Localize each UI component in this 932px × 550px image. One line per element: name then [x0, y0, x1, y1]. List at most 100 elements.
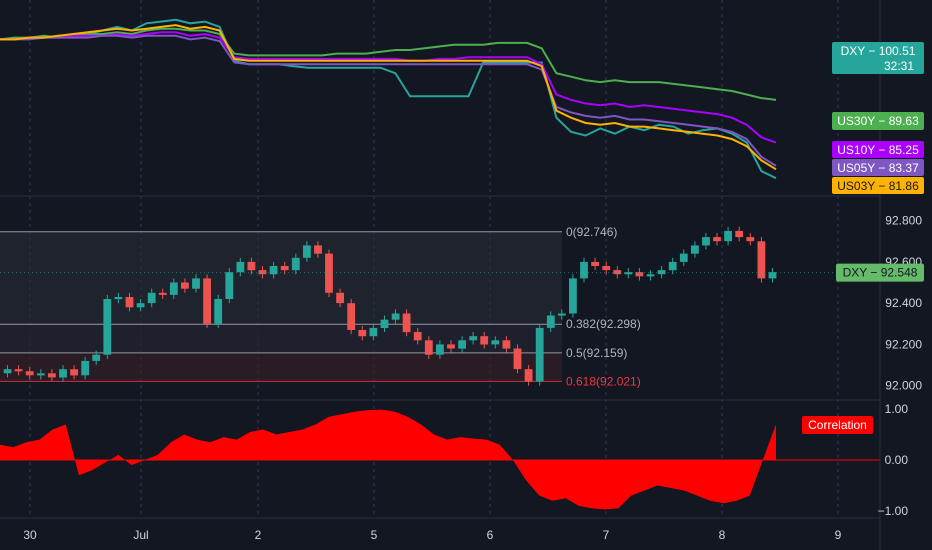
candle-body [336, 292, 344, 304]
x-tick-label: 7 [603, 528, 610, 542]
bottom-panel-correlation [0, 409, 880, 510]
candle-body [214, 299, 223, 324]
x-tick-label: 6 [487, 528, 494, 542]
candle-body [48, 373, 56, 378]
x-tick-label: Jul [133, 528, 148, 542]
candle-body [724, 230, 732, 242]
price-tag-us30y [832, 112, 924, 130]
candle-body [358, 330, 367, 337]
price-tag-label: US10Y − 85.25 [837, 143, 919, 157]
candle-body [125, 297, 134, 308]
x-tick-label: 30 [23, 528, 37, 542]
candle-body [513, 348, 522, 370]
series-line-us03y [0, 24, 777, 171]
candle-body [236, 261, 245, 273]
candle-body [602, 266, 611, 271]
y-tick-label: 92.200 [885, 337, 922, 351]
middle-panel-candles: 0(92.746) 0.382(92.298) 0.5(92.159) 0.618(9… [0, 225, 880, 388]
candle-body [203, 278, 211, 324]
candle-body [657, 270, 666, 275]
y-tick-label: 92.400 [885, 296, 922, 310]
price-tag-dxy [832, 42, 924, 74]
price-scale[interactable]: 92.80092.60092.40092.20092.0001.000.00−1… [878, 214, 923, 518]
fib-level-label: 0(92.746) [566, 225, 617, 239]
y-tick-label: 92.000 [885, 379, 922, 393]
candle-body [768, 272, 777, 279]
y-tick-label: −1.00 [878, 504, 909, 518]
candle-body [502, 340, 511, 349]
candle-body [679, 253, 688, 262]
candle-body [147, 292, 156, 304]
price-tag-us03y [832, 177, 924, 194]
candle-body [746, 237, 755, 242]
countdown-label: 32:31 [884, 59, 914, 73]
price-tag-dxy-candles [836, 263, 924, 282]
fib-zone-0-382 [0, 231, 562, 325]
series-line-us05y [0, 34, 777, 167]
series-line-us30y [0, 27, 777, 101]
candle-body [402, 313, 411, 333]
candle-body [757, 241, 766, 279]
price-tag-label: US05Y − 83.37 [837, 161, 919, 175]
candle-body [325, 253, 333, 293]
candle-body [314, 245, 322, 254]
candle-body [713, 237, 721, 242]
y-tick-label: 92.800 [885, 214, 922, 228]
candle-body [158, 292, 167, 295]
candle-body [280, 266, 289, 271]
correlation-tag-label: Correlation [808, 418, 867, 432]
series-line-us10y [0, 31, 777, 144]
fib-level-label: 0.382(92.298) [566, 317, 641, 331]
candle-body [3, 369, 12, 374]
candle-body [369, 327, 378, 337]
candle-body [36, 373, 45, 376]
x-tick-label: 5 [371, 528, 378, 542]
candle-body [635, 272, 644, 277]
candle-body [735, 230, 744, 238]
candle-body [103, 299, 112, 355]
candle-body [458, 340, 466, 349]
price-tag-label: US03Y − 81.86 [837, 179, 919, 193]
y-tick-label: 1.00 [885, 402, 909, 416]
candle-body [424, 340, 433, 355]
candle-body [114, 297, 123, 300]
candle-body [303, 245, 311, 258]
price-tag-label: US30Y − 89.63 [837, 114, 919, 128]
candle-body [480, 336, 489, 345]
fib-level-label: 0.618(92.021) [566, 374, 641, 388]
candle-body [347, 303, 356, 330]
candle-body [524, 369, 533, 382]
candle-body [413, 332, 422, 341]
candle-body [591, 261, 599, 266]
candle-body [569, 278, 577, 314]
candle-body [14, 369, 23, 372]
candle-body [181, 282, 189, 289]
x-tick-label: 9 [835, 528, 842, 542]
price-tag-us10y [832, 141, 924, 158]
candle-body [491, 340, 500, 345]
price-tag-label: DXY − 92.548 [843, 266, 918, 280]
candle-body [624, 272, 633, 275]
fib-level-label: 0.5(92.159) [566, 346, 627, 360]
candle-body [469, 336, 478, 341]
candle-body [136, 303, 145, 308]
time-scale[interactable]: 30 Jul 2 5 6 7 8 9 [23, 528, 841, 542]
candle-body [613, 270, 622, 275]
candle-body [92, 354, 101, 361]
candle-body [225, 272, 234, 299]
candle-body [546, 315, 555, 328]
candle-body [291, 257, 300, 271]
candle-body [436, 344, 444, 355]
candle-body [247, 261, 256, 271]
top-panel-comparison-lines [0, 18, 777, 180]
candle-body [447, 344, 455, 349]
candle-body [25, 371, 34, 376]
candle-body [380, 319, 389, 328]
candle-body [81, 360, 90, 376]
x-tick-label: 8 [719, 528, 726, 542]
correlation-tag [802, 416, 873, 434]
candle-body [691, 245, 699, 254]
y-tick-label: 0.00 [885, 453, 909, 467]
